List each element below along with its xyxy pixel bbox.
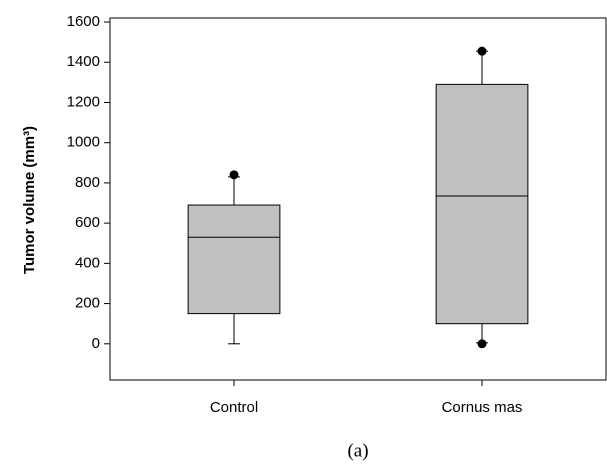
- outlier: [477, 46, 487, 56]
- y-axis-label: Tumor volume (mm³): [21, 126, 38, 274]
- y-tick-label: 200: [75, 295, 100, 312]
- x-tick-label: Cornus mas: [442, 399, 523, 416]
- box: [435, 83, 529, 325]
- y-tick-label: 1000: [67, 134, 100, 151]
- plot-frame: [109, 17, 607, 381]
- outlier: [229, 170, 239, 180]
- y-tick-label: 1600: [67, 13, 100, 30]
- outlier: [477, 339, 487, 349]
- box: [187, 204, 281, 315]
- y-tick-label: 800: [75, 174, 100, 191]
- y-tick-label: 1400: [67, 53, 100, 70]
- y-tick-label: 1200: [67, 93, 100, 110]
- y-tick-label: 400: [75, 254, 100, 271]
- y-tick-label: 600: [75, 214, 100, 231]
- caption: (a): [347, 440, 368, 461]
- y-tick-label: 0: [92, 335, 100, 352]
- x-tick-label: Control: [210, 399, 258, 416]
